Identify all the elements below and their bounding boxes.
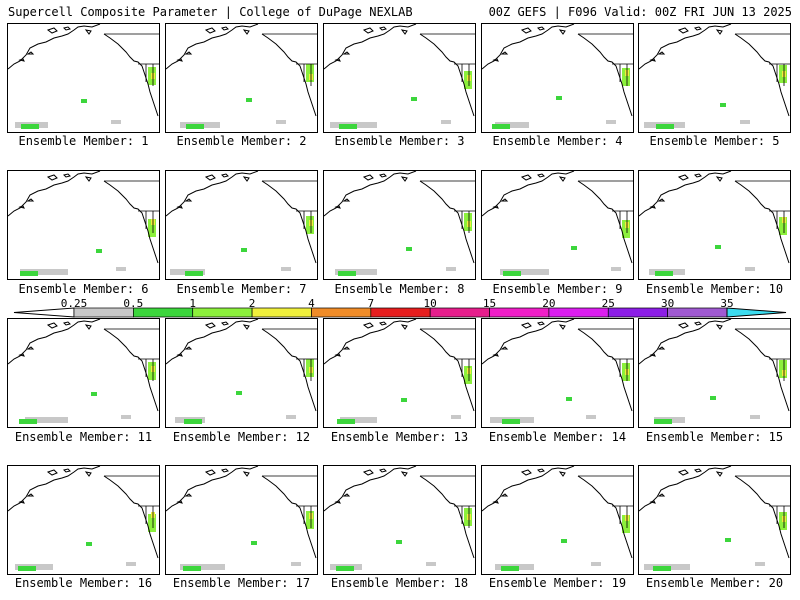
basemap bbox=[639, 466, 790, 571]
member-map-panel bbox=[481, 465, 634, 575]
colorbar bbox=[13, 307, 787, 318]
colorbar-segment bbox=[667, 307, 728, 318]
basemap bbox=[8, 171, 159, 276]
member-map-panel bbox=[323, 318, 476, 428]
basemap bbox=[482, 24, 633, 129]
member-label: Ensemble Member: 11 bbox=[14, 430, 153, 444]
colorbar-tick-label: 1 bbox=[189, 297, 197, 310]
member-map-panel bbox=[7, 465, 160, 575]
member-label: Ensemble Member: 19 bbox=[488, 576, 627, 590]
colorbar-segment bbox=[429, 307, 490, 318]
colorbar-tick-label: 7 bbox=[367, 297, 375, 310]
member-label: Ensemble Member: 9 bbox=[492, 282, 623, 296]
member-map-panel bbox=[481, 318, 634, 428]
basemap bbox=[482, 466, 633, 571]
member-map-panel bbox=[323, 170, 476, 280]
run-valid-time: 00Z GEFS | F096 Valid: 00Z FRI JUN 13 20… bbox=[488, 5, 792, 19]
basemap bbox=[8, 24, 159, 129]
member-map-panel bbox=[323, 465, 476, 575]
member-map-panel bbox=[638, 465, 791, 575]
basemap bbox=[324, 171, 475, 276]
member-map-panel bbox=[7, 318, 160, 428]
colorbar-tick-label: 30 bbox=[661, 297, 675, 310]
basemap bbox=[639, 171, 790, 276]
basemap bbox=[8, 466, 159, 571]
member-label: Ensemble Member: 4 bbox=[492, 134, 623, 148]
colorbar-tick-label: 0.5 bbox=[123, 297, 144, 310]
basemap bbox=[166, 466, 317, 571]
member-map-panel bbox=[323, 23, 476, 133]
member-map-panel bbox=[638, 170, 791, 280]
member-label: Ensemble Member: 13 bbox=[330, 430, 469, 444]
member-label: Ensemble Member: 12 bbox=[172, 430, 311, 444]
basemap bbox=[324, 466, 475, 571]
map-title: Supercell Composite Parameter | College … bbox=[8, 5, 413, 19]
member-label: Ensemble Member: 14 bbox=[488, 430, 627, 444]
member-map-panel bbox=[7, 23, 160, 133]
colorbar-tick-label: 20 bbox=[542, 297, 556, 310]
member-label: Ensemble Member: 20 bbox=[645, 576, 784, 590]
colorbar-segment bbox=[311, 307, 372, 318]
basemap bbox=[8, 319, 159, 424]
member-label: Ensemble Member: 7 bbox=[176, 282, 307, 296]
member-label: Ensemble Member: 1 bbox=[18, 134, 149, 148]
basemap bbox=[482, 171, 633, 276]
colorbar-segment bbox=[489, 307, 550, 318]
colorbar-tick-label: 2 bbox=[248, 297, 256, 310]
colorbar-tick-label: 25 bbox=[601, 297, 615, 310]
member-label: Ensemble Member: 10 bbox=[645, 282, 784, 296]
colorbar-tick-label: 15 bbox=[482, 297, 497, 310]
colorbar-tick-label: 4 bbox=[308, 297, 315, 310]
member-map-panel bbox=[481, 23, 634, 133]
member-label: Ensemble Member: 2 bbox=[176, 134, 307, 148]
basemap bbox=[482, 319, 633, 424]
colorbar-segment bbox=[192, 307, 253, 318]
member-map-panel bbox=[165, 465, 318, 575]
colorbar-tick-label: 35 bbox=[720, 297, 734, 310]
basemap bbox=[639, 319, 790, 424]
member-label: Ensemble Member: 8 bbox=[334, 282, 465, 296]
colorbar-tick-label: 10 bbox=[423, 297, 437, 310]
basemap bbox=[639, 24, 790, 129]
member-label: Ensemble Member: 16 bbox=[14, 576, 153, 590]
basemap bbox=[324, 319, 475, 424]
member-label: Ensemble Member: 3 bbox=[334, 134, 465, 148]
member-map-panel bbox=[165, 318, 318, 428]
member-map-panel bbox=[7, 170, 160, 280]
member-map-panel bbox=[638, 318, 791, 428]
colorbar-high-arrow bbox=[726, 307, 787, 318]
basemap bbox=[166, 24, 317, 129]
colorbar-segment bbox=[607, 307, 668, 318]
member-label: Ensemble Member: 5 bbox=[649, 134, 780, 148]
member-label: Ensemble Member: 18 bbox=[330, 576, 469, 590]
member-map-panel bbox=[165, 23, 318, 133]
colorbar-segment bbox=[370, 307, 431, 318]
member-map-panel bbox=[165, 170, 318, 280]
member-label: Ensemble Member: 15 bbox=[645, 430, 784, 444]
member-map-panel bbox=[481, 170, 634, 280]
basemap bbox=[166, 171, 317, 276]
colorbar-segment bbox=[251, 307, 312, 318]
member-label: Ensemble Member: 6 bbox=[18, 282, 149, 296]
member-label: Ensemble Member: 17 bbox=[172, 576, 311, 590]
member-map-panel bbox=[638, 23, 791, 133]
basemap bbox=[324, 24, 475, 129]
colorbar-tick-label: 0.25 bbox=[60, 297, 88, 310]
colorbar-segment bbox=[548, 307, 609, 318]
basemap bbox=[166, 319, 317, 424]
